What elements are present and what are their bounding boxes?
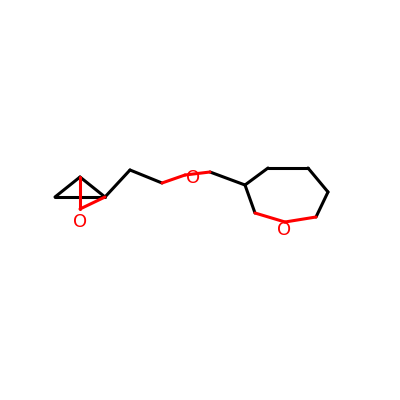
Text: O: O [73, 213, 87, 231]
Text: O: O [277, 221, 291, 239]
Text: O: O [186, 169, 200, 187]
